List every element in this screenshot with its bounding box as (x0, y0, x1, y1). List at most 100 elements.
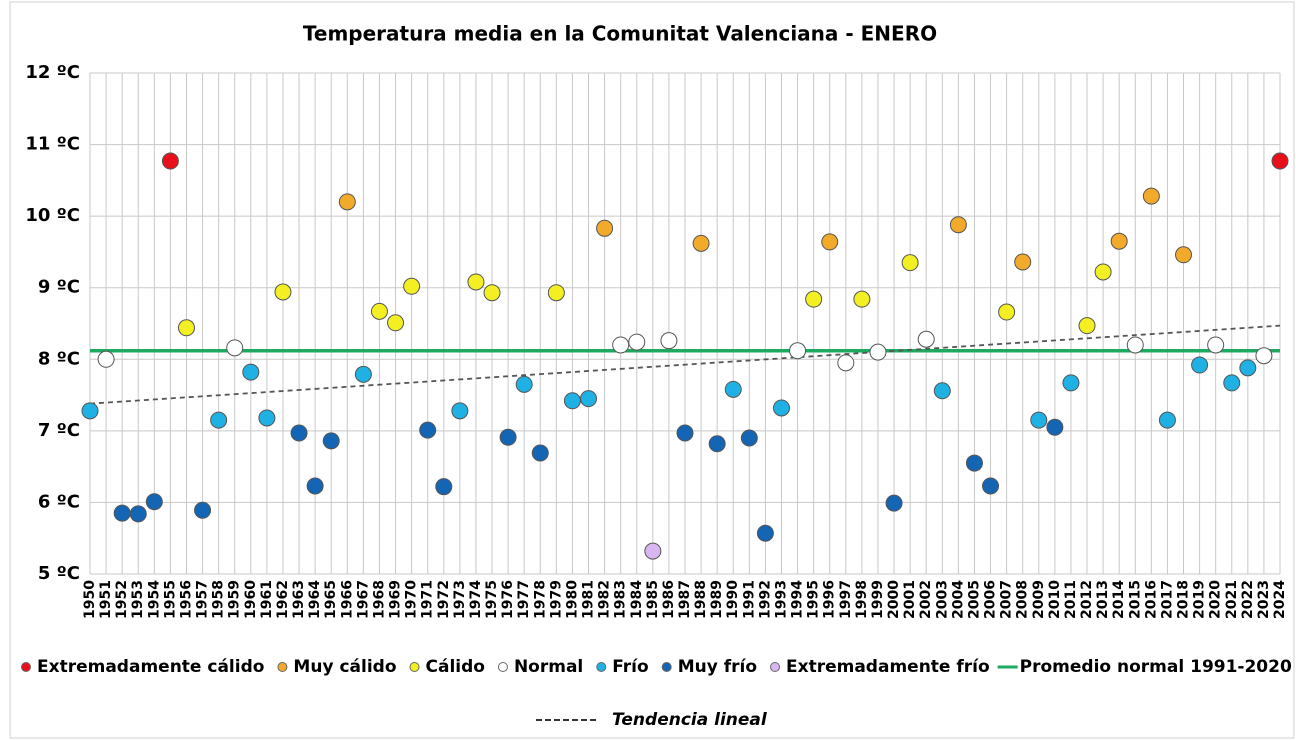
x-tick-label: 2012 (1079, 580, 1095, 619)
x-tick-label: 1957 (195, 580, 211, 619)
legend-marker (596, 662, 607, 672)
y-tick-label: 8 ºC (38, 348, 80, 369)
x-tick-label: 2001 (902, 580, 918, 619)
x-tick-label: 1958 (211, 580, 227, 619)
data-point (145, 493, 163, 511)
x-tick-label: 1954 (146, 580, 162, 619)
data-point (1046, 418, 1064, 436)
x-tick-label: 1987 (677, 580, 693, 619)
data-point (756, 524, 774, 542)
data-point (1062, 374, 1080, 392)
data-point (306, 477, 324, 495)
x-tick-label: 1991 (741, 580, 757, 619)
legend-label: Promedio normal 1991-2020 (1020, 657, 1292, 677)
x-tick-label: 2004 (950, 580, 966, 619)
x-tick-label: 2002 (918, 580, 934, 619)
x-tick-label: 2003 (934, 580, 950, 619)
legend-label: Muy frío (678, 657, 757, 677)
x-tick-label: 1968 (371, 580, 387, 619)
x-tick-label: 1979 (548, 580, 564, 619)
data-point (129, 505, 147, 523)
x-tick-label: 1973 (452, 580, 468, 619)
data-point (467, 273, 485, 291)
y-tick-label: 10 ºC (25, 205, 80, 226)
data-point (81, 402, 99, 420)
x-tick-label: 1950 (82, 580, 98, 619)
data-point (789, 342, 807, 360)
x-tick-label: 1965 (323, 580, 339, 619)
x-tick-label: 1961 (259, 580, 275, 619)
x-tick-label: 1986 (661, 580, 677, 619)
legend-marker (409, 662, 420, 672)
x-tick-label: 1952 (114, 580, 130, 619)
data-point (644, 542, 662, 560)
x-tick-label: 2021 (1224, 580, 1240, 619)
data-point (1014, 253, 1032, 271)
x-tick-label: 1985 (645, 580, 661, 619)
data-point (547, 284, 565, 302)
x-tick-label: 1999 (870, 580, 886, 619)
x-tick-label: 1989 (709, 580, 725, 619)
data-point (210, 411, 228, 429)
data-point (338, 193, 356, 211)
x-tick-label: 2024 (1272, 580, 1288, 619)
x-tick-label: 1963 (291, 580, 307, 619)
data-point (580, 390, 598, 408)
x-tick-label: 1996 (822, 580, 838, 619)
data-point (885, 494, 903, 512)
data-point (596, 219, 614, 237)
data-point (1207, 336, 1225, 354)
data-point (1030, 411, 1048, 429)
x-tick-label: 1974 (468, 580, 484, 619)
data-point (1142, 187, 1160, 205)
data-point (435, 478, 453, 496)
data-point (194, 501, 212, 519)
x-tick-label: 1971 (420, 580, 436, 619)
x-tick-label: 1956 (178, 580, 194, 619)
data-point (676, 424, 694, 442)
x-tick-label: 1994 (790, 580, 806, 619)
x-tick-label: 1964 (307, 580, 323, 619)
x-tick-label: 2007 (999, 580, 1015, 619)
y-tick-label: 7 ºC (38, 420, 80, 441)
x-tick-label: 2013 (1095, 580, 1111, 619)
data-point (1239, 359, 1257, 377)
x-tick-label: 1984 (629, 580, 645, 619)
data-point (322, 432, 340, 450)
y-tick-label: 6 ºC (38, 491, 80, 512)
x-tick-label: 2020 (1208, 580, 1224, 619)
x-tick-label: 1975 (484, 580, 500, 619)
x-tick-label: 1955 (162, 580, 178, 619)
data-point (499, 428, 517, 446)
data-point (982, 477, 1000, 495)
x-tick-label: 1976 (500, 580, 516, 619)
data-point (772, 399, 790, 417)
x-tick-label: 1998 (854, 580, 870, 619)
data-point (917, 330, 935, 348)
x-tick-label: 2011 (1063, 580, 1079, 619)
x-tick-label: 1983 (613, 580, 629, 619)
legend-label: Extremadamente frío (786, 657, 990, 677)
data-point (1094, 263, 1112, 281)
x-tick-label: 2010 (1047, 580, 1063, 619)
y-tick-label: 12 ºC (25, 62, 80, 83)
data-point (515, 375, 533, 393)
x-tick-label: 2017 (1159, 580, 1175, 619)
y-tick-label: 11 ºC (25, 134, 80, 155)
x-tick-label: 1967 (355, 580, 371, 619)
x-tick-label: 2018 (1176, 580, 1192, 619)
data-point (708, 435, 726, 453)
x-tick-label: 1970 (404, 580, 420, 619)
x-tick-label: 1969 (388, 580, 404, 619)
data-point (113, 504, 131, 522)
x-tick-label: 1980 (564, 580, 580, 619)
data-point (740, 429, 758, 447)
data-point (965, 454, 983, 472)
data-point (933, 382, 951, 400)
data-point (1191, 356, 1209, 374)
data-point (354, 365, 372, 383)
data-point (242, 363, 260, 381)
data-point (821, 233, 839, 251)
data-point (1223, 374, 1241, 392)
